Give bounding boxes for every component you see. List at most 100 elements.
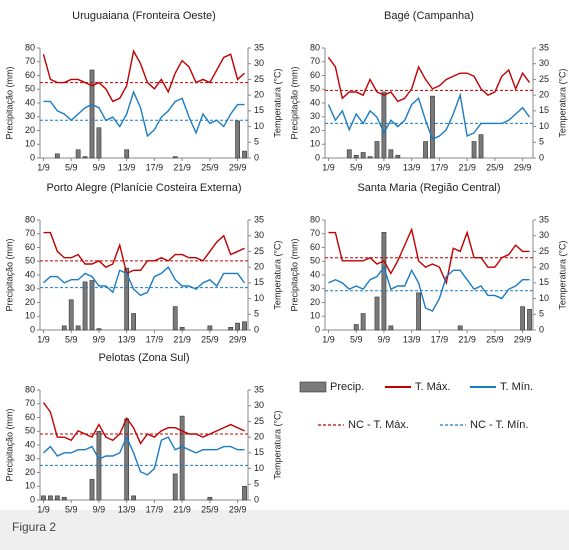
bar [124,418,130,501]
y2-tick-label: 20 [539,262,549,272]
line [42,402,245,445]
y-tick-label: 70 [310,56,320,66]
bar [179,415,185,501]
bar [520,306,525,331]
line [327,92,531,141]
y2-tick-label: 25 [254,246,264,256]
y2-tick-label: 30 [539,230,549,240]
x-tick-label: 1/9 [37,334,50,344]
y-tick-label: 30 [25,453,35,463]
bar [242,321,247,331]
line [43,90,245,138]
y-tick-label: 0 [315,152,320,162]
bar [61,496,67,501]
y-tick-label: 20 [310,297,320,307]
line [327,57,531,103]
bar [423,141,428,159]
chart-panel: Santa Maria (Região Central) Precipitação… [289,182,567,344]
y-axis-title: Precipitação (mm) [289,66,299,139]
bar [54,495,60,501]
bar [457,325,463,331]
y2-tick-label: 5 [254,137,259,147]
y2-tick-label: 10 [254,121,264,131]
x-tick-label: 5/9 [65,504,78,514]
chart-title: Porto Alegre (Planície Costeira Externa) [46,182,241,194]
y2-tick-label: 0 [254,324,259,334]
bar [235,120,240,159]
bar [353,154,359,159]
y-tick-label: 60 [310,70,320,80]
y2-axis-title: Temperatura (°C) [272,240,282,309]
bar [527,309,532,331]
chart-title: Pelotas (Zona Sul) [98,352,189,364]
y-tick-label: 40 [310,97,320,107]
bar [360,152,366,159]
y2-tick-label: 0 [254,152,259,162]
y2-tick-label: 20 [539,90,549,100]
bar [48,495,53,501]
bar [179,326,185,331]
x-tick-label: 17/9 [146,504,164,514]
y-tick-label: 80 [25,42,35,52]
x-tick-label: 5/9 [350,162,363,172]
y2-tick-label: 0 [254,494,259,504]
x-tick-label: 29/9 [229,334,247,344]
y2-tick-label: 5 [539,309,544,319]
y-tick-label: 0 [315,324,320,334]
y2-tick-label: 25 [539,246,549,256]
y2-axis-title: Temperatura (°C) [272,68,282,137]
x-tick-label: 9/9 [378,334,391,344]
y2-tick-label: 10 [254,293,264,303]
y2-tick-label: 15 [254,105,264,115]
y-tick-label: 50 [310,84,320,94]
x-tick-label: 29/9 [514,334,532,344]
y2-tick-label: 15 [539,277,549,287]
y-tick-label: 0 [30,324,35,334]
y-tick-label: 10 [25,311,35,321]
y2-tick-label: 5 [254,309,259,319]
x-tick-label: 25/9 [201,162,219,172]
bar [61,325,67,331]
bar [367,156,373,159]
y2-tick-label: 15 [254,447,264,457]
y-tick-label: 10 [25,481,35,491]
caption-bar [0,510,569,550]
line [42,49,246,103]
y-tick-label: 50 [25,426,35,436]
bar [96,127,102,159]
x-tick-label: 13/9 [118,504,136,514]
y2-tick-label: 35 [254,214,264,224]
y-tick-label: 70 [25,228,35,238]
bar [242,485,247,501]
x-tick-label: 5/9 [65,162,78,172]
y2-tick-label: 30 [254,230,264,240]
bar [242,150,247,159]
y2-tick-label: 30 [539,58,549,68]
y2-tick-label: 0 [539,152,544,162]
y2-tick-label: 15 [254,277,264,287]
bar [82,281,88,331]
bar [41,495,46,501]
bar [172,306,178,331]
y-tick-label: 30 [25,111,35,121]
line [42,266,246,297]
y2-tick-label: 25 [254,74,264,84]
y2-tick-label: 35 [254,42,264,52]
y-tick-label: 30 [310,283,320,293]
legend-swatch [299,381,327,393]
y2-tick-label: 10 [539,121,549,131]
bar [89,280,95,331]
y2-axis-title: Temperatura (°C) [557,68,567,137]
x-tick-label: 29/9 [229,162,247,172]
y2-tick-label: 20 [254,432,264,442]
y2-tick-label: 25 [254,416,264,426]
y-tick-label: 40 [25,269,35,279]
y-tick-label: 0 [30,152,35,162]
y2-tick-label: 35 [539,214,549,224]
y-tick-label: 10 [310,311,320,321]
y-tick-label: 70 [25,56,35,66]
x-tick-label: 1/9 [37,504,50,514]
y-tick-label: 80 [25,384,35,394]
x-tick-label: 17/9 [146,334,164,344]
bar [381,91,387,159]
